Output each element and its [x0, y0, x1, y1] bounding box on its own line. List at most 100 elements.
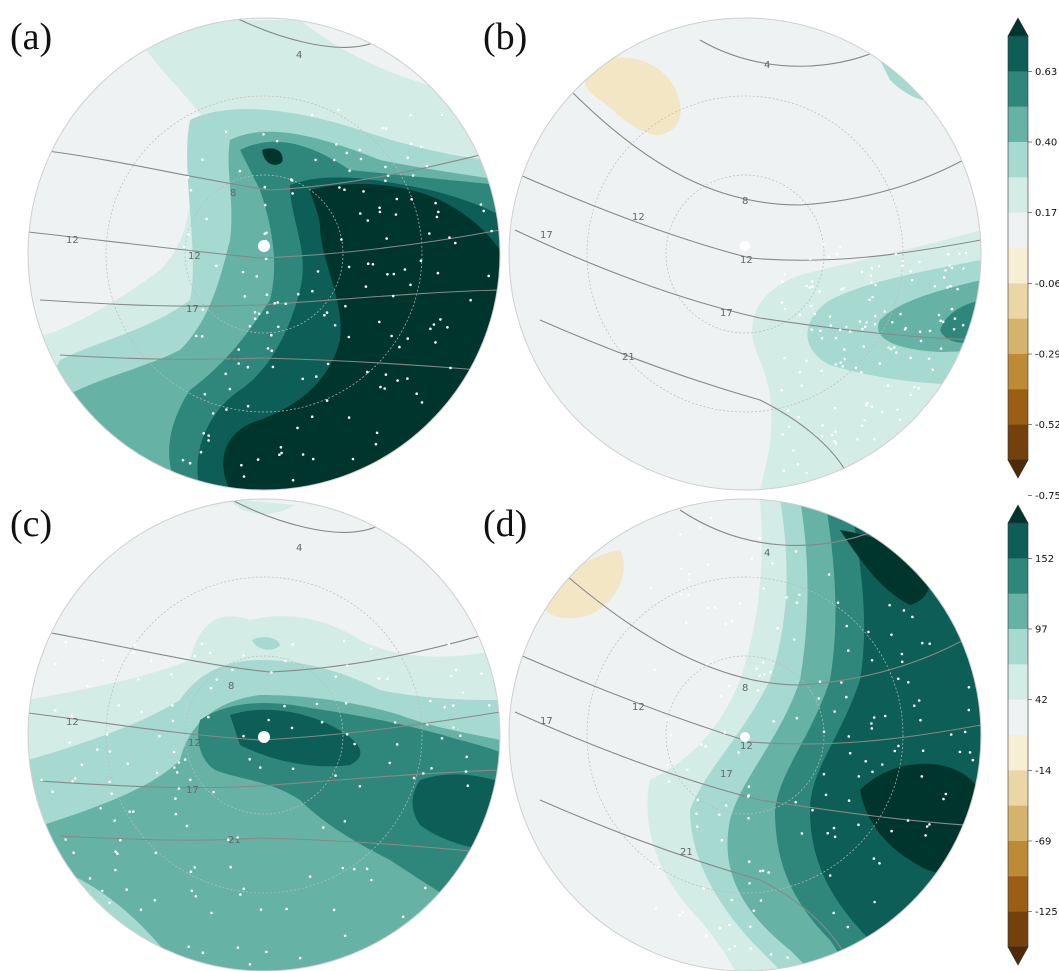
significance-dot: [201, 308, 205, 311]
significance-dot: [772, 720, 775, 723]
significance-dot: [695, 812, 698, 816]
significance-dot: [188, 461, 192, 465]
significance-dot: [952, 328, 956, 331]
significance-dot: [322, 826, 325, 829]
significance-dot: [833, 835, 837, 839]
significance-dot: [202, 432, 205, 435]
contour-label: 4: [296, 50, 302, 61]
significance-dot: [780, 301, 784, 304]
significance-dot: [896, 408, 899, 412]
significance-dot: [228, 387, 232, 391]
significance-dot: [786, 956, 789, 959]
colorbar-swatch: [1008, 71, 1028, 108]
significance-dot: [181, 458, 185, 462]
colorbar-tick-label: -0.29: [1035, 350, 1059, 361]
significance-dot: [395, 743, 399, 746]
significance-dot: [946, 286, 949, 289]
significance-dot: [412, 776, 416, 780]
significance-dot: [343, 188, 346, 191]
significance-dot: [370, 878, 373, 882]
significance-dot: [761, 661, 765, 664]
significance-dot: [378, 320, 381, 324]
significance-dot: [64, 838, 67, 841]
significance-dot: [901, 259, 904, 263]
colorbar-swatch: [1008, 283, 1028, 320]
significance-dot: [189, 188, 193, 192]
significance-dot: [454, 241, 457, 245]
significance-dot: [822, 730, 826, 733]
significance-dot: [283, 704, 286, 708]
significance-dot: [794, 550, 798, 553]
significance-dot: [434, 201, 437, 205]
shade-neg: [584, 57, 681, 135]
significance-dot: [101, 659, 105, 662]
significance-dot: [821, 424, 824, 427]
significance-dot: [835, 252, 839, 256]
significance-dot: [841, 364, 844, 368]
significance-dot: [798, 371, 802, 374]
colorbar-swatch: [1008, 805, 1028, 842]
significance-dot: [759, 899, 763, 902]
significance-dot: [343, 934, 347, 938]
significance-dot: [842, 348, 846, 351]
significance-dot: [347, 265, 351, 269]
significance-dot: [409, 283, 412, 287]
significance-dot: [263, 185, 267, 189]
significance-dot: [871, 295, 874, 299]
significance-dot: [415, 392, 419, 396]
significance-dot: [918, 260, 921, 264]
significance-dot: [64, 640, 67, 644]
significance-dot: [962, 267, 965, 270]
significance-dot: [240, 463, 243, 467]
significance-dot: [237, 362, 240, 365]
significance-dot: [921, 749, 925, 752]
significance-dot: [838, 328, 842, 332]
significance-dot: [883, 714, 887, 718]
significance-stippling: [40, 108, 975, 966]
significance-dot: [705, 663, 709, 666]
significance-dot: [927, 357, 931, 361]
significance-dot: [871, 770, 874, 774]
significance-dot: [782, 469, 785, 473]
significance-dot: [291, 643, 295, 646]
colorbar-extend-min: [1007, 459, 1029, 479]
significance-dot: [68, 741, 71, 744]
significance-dot: [704, 745, 707, 748]
significance-dot: [681, 910, 684, 914]
significance-dot: [833, 440, 836, 443]
significance-dot: [108, 750, 112, 753]
significance-dot: [487, 274, 491, 278]
significance-dot: [783, 307, 787, 311]
significance-dot: [958, 750, 962, 754]
significance-dot: [362, 190, 365, 193]
significance-dot: [278, 453, 281, 457]
significance-dot: [70, 714, 74, 717]
significance-dot: [277, 325, 280, 329]
significance-dot: [381, 126, 384, 130]
significance-dot: [338, 186, 341, 189]
significance-dot: [183, 758, 187, 761]
colorbar-swatch: [1008, 248, 1028, 284]
significance-dot: [241, 270, 245, 274]
significance-dot: [870, 659, 874, 662]
significance-dot: [480, 672, 483, 675]
contour-label: 21: [622, 352, 635, 363]
significance-dot: [809, 257, 812, 261]
significance-dot: [53, 709, 57, 712]
significance-dot: [110, 792, 113, 796]
contour-label: 12: [632, 212, 645, 223]
significance-dot: [705, 934, 708, 937]
significance-dot: [834, 430, 837, 434]
significance-dot: [873, 322, 877, 326]
significance-dot: [897, 677, 900, 681]
significance-dot: [933, 285, 937, 288]
significance-dot: [928, 642, 931, 645]
significance-dot: [114, 850, 117, 853]
significance-dot: [301, 377, 305, 381]
significance-dot: [961, 323, 965, 327]
significance-dot: [209, 686, 213, 690]
significance-dot: [824, 793, 828, 797]
significance-dot: [479, 203, 483, 206]
significance-dot: [900, 652, 904, 656]
